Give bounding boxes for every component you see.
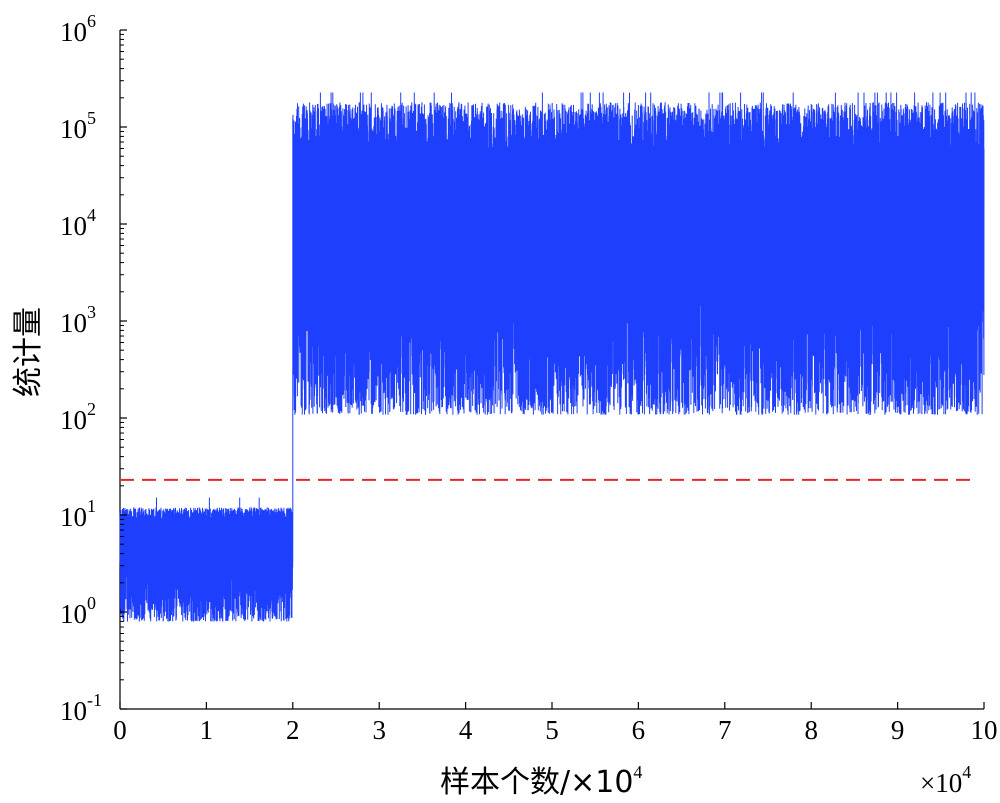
y-tick-base: 10 [60,405,87,435]
x-tick-label: 5 [545,715,559,745]
data-layer [119,92,985,622]
y-tick-exponent: 3 [87,302,96,322]
x-multiplier-base: ×10 [920,768,962,798]
y-tick-exponent: -1 [87,690,102,710]
y-axis-title: 统计量 [11,307,46,397]
y-tick-base: 10 [60,114,87,144]
y-tick-exponent: 6 [87,11,96,31]
y-tick-label: 106 [60,11,96,47]
y-tick-base: 10 [60,211,87,241]
y-tick-base: 10 [60,502,87,532]
y-tick-base: 10 [60,696,87,726]
series-statistic-line [119,92,985,622]
x-axis-title-exponent: 4 [633,762,642,782]
y-tick-label: 10-1 [60,690,102,726]
x-tick-label: 9 [891,715,905,745]
x-axis-title: 样本个数/×104 [440,762,642,800]
y-tick-label: 105 [60,108,96,144]
x-axis-title-main: 样本个数/×10 [440,765,633,800]
x-multiplier-exponent: 4 [962,762,971,782]
y-tick-exponent: 1 [87,496,96,516]
y-tick-exponent: 0 [87,593,96,613]
y-tick-label: 104 [60,205,96,241]
x-tick-label: 4 [459,715,473,745]
y-tick-base: 10 [60,17,87,47]
y-tick-base: 10 [60,599,87,629]
x-tick-label: 2 [286,715,300,745]
x-tick-label: 0 [113,715,127,745]
y-tick-base: 10 [60,308,87,338]
x-tick-label: 3 [372,715,386,745]
y-tick-exponent: 4 [87,205,96,225]
y-tick-label: 103 [60,302,96,338]
y-tick-label: 101 [60,496,96,532]
x-tick-label: 7 [718,715,732,745]
y-tick-label: 100 [60,593,96,629]
x-tick-label: 6 [632,715,646,745]
x-tick-label: 10 [971,715,998,745]
x-tick-label: 8 [804,715,818,745]
y-tick-exponent: 2 [87,399,96,419]
x-tick-label: 1 [200,715,214,745]
y-tick-exponent: 5 [87,108,96,128]
x-axis-multiplier: ×104 [920,762,971,798]
y-tick-label: 102 [60,399,96,435]
